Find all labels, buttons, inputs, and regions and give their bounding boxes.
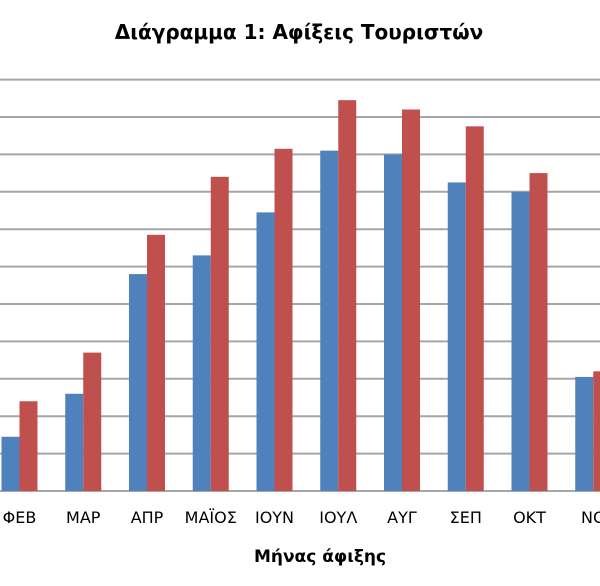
bar-1-2 xyxy=(65,393,84,491)
bar-2-3 xyxy=(147,234,165,491)
bar-2-6 xyxy=(338,100,357,492)
bar-1-6 xyxy=(320,150,339,491)
bar-1-4 xyxy=(192,255,211,491)
bar-2-1 xyxy=(19,401,38,491)
x-axis-title: Μήνας άφιξης xyxy=(254,547,386,567)
x-tick-label: ΑΥΓ xyxy=(387,508,417,527)
x-tick-label: ΝΟ xyxy=(581,508,600,527)
bar-1-1 xyxy=(1,436,20,491)
x-tick-label: ΣΕΠ xyxy=(450,508,482,527)
x-tick-label: ΦΕΒ xyxy=(3,508,37,527)
x-tick-label: ΜΑΡ xyxy=(66,508,101,527)
x-tick-label: ΜΑΪΟΣ xyxy=(185,508,237,527)
bar-2-4 xyxy=(210,176,229,491)
bar-1-5 xyxy=(256,212,275,491)
chart-title: Διάγραμμα 1: Αφίξεις Τουριστών xyxy=(115,20,484,44)
x-tick-label: ΟΚΤ xyxy=(513,508,546,527)
x-tick-label: ΙΟΥΝ xyxy=(255,508,294,527)
bar-1-9 xyxy=(511,191,530,492)
x-tick-label: ΙΟΥΛ xyxy=(319,508,357,527)
bar-1-8 xyxy=(447,182,466,491)
bar-2-5 xyxy=(274,148,293,492)
bar-2-2 xyxy=(83,352,102,491)
x-tick-labels: ΦΕΒ ΜΑΡ ΑΠΡ ΜΑΪΟΣ ΙΟΥΝ ΙΟΥΛ ΑΥΓ ΣΕΠ ΟΚΤ ΝΟ xyxy=(3,508,600,527)
bar-1-7 xyxy=(384,154,402,491)
bar-1-10 xyxy=(575,376,594,491)
bars xyxy=(1,100,600,492)
bar-2-9 xyxy=(529,173,548,491)
bar-2-10 xyxy=(593,371,600,491)
x-tick-label: ΑΠΡ xyxy=(131,508,164,527)
bar-2-8 xyxy=(465,126,484,491)
bar-1-3 xyxy=(129,274,147,491)
bar-2-7 xyxy=(402,109,420,492)
